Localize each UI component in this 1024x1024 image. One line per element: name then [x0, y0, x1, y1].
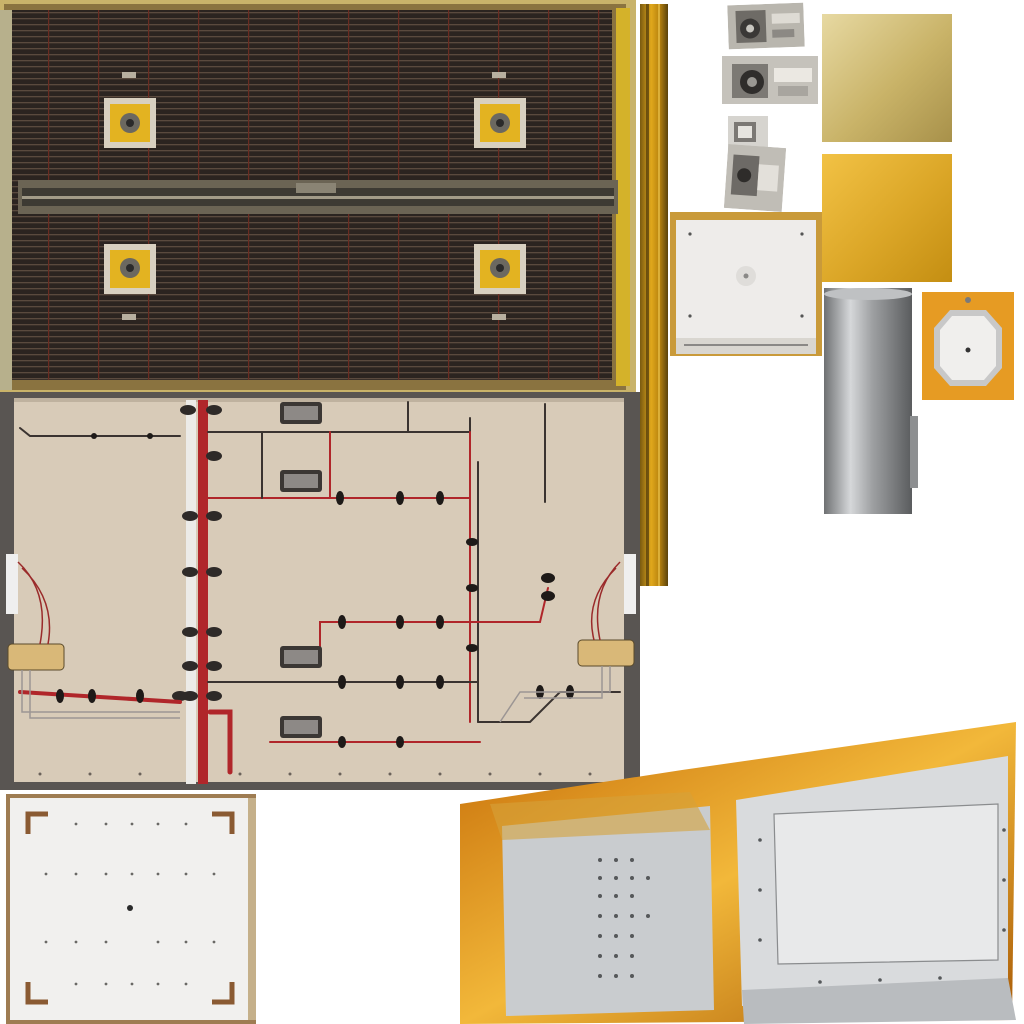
- wiring-harness-icon: [0, 392, 640, 790]
- octagon-sensor: [922, 292, 1014, 400]
- radiator-icon: [6, 794, 256, 1024]
- solar-panel-texture: [0, 0, 636, 392]
- sensor-icon: [922, 292, 1014, 400]
- white-grid-panel: [6, 794, 256, 1024]
- gold-swatch-bright: [822, 154, 952, 282]
- mechanism-icon: [727, 2, 805, 50]
- mechanism-photo-2: [722, 56, 818, 104]
- mechanism-icon: [722, 56, 818, 104]
- radiator-icon: [670, 212, 822, 356]
- harness-panel: [0, 392, 640, 790]
- mechanism-photo-4: [723, 144, 787, 212]
- metal-cylinder: [822, 288, 922, 514]
- mount-pad-icon: [104, 98, 526, 294]
- gold-foil-strip-texture: [640, 4, 668, 586]
- gold-swatch-light: [822, 14, 952, 142]
- mechanism-icon: [728, 116, 768, 150]
- mli-blanket-icon: [460, 722, 1016, 1024]
- mechanism-photo-1: [727, 2, 805, 50]
- mli-box-assembly: [460, 720, 1020, 1024]
- mechanism-photo-3: [728, 116, 768, 150]
- cylinder-icon: [824, 288, 918, 514]
- white-radiator-panel: [670, 212, 822, 356]
- connector-icon: [280, 402, 322, 738]
- mechanism-icon: [723, 144, 787, 212]
